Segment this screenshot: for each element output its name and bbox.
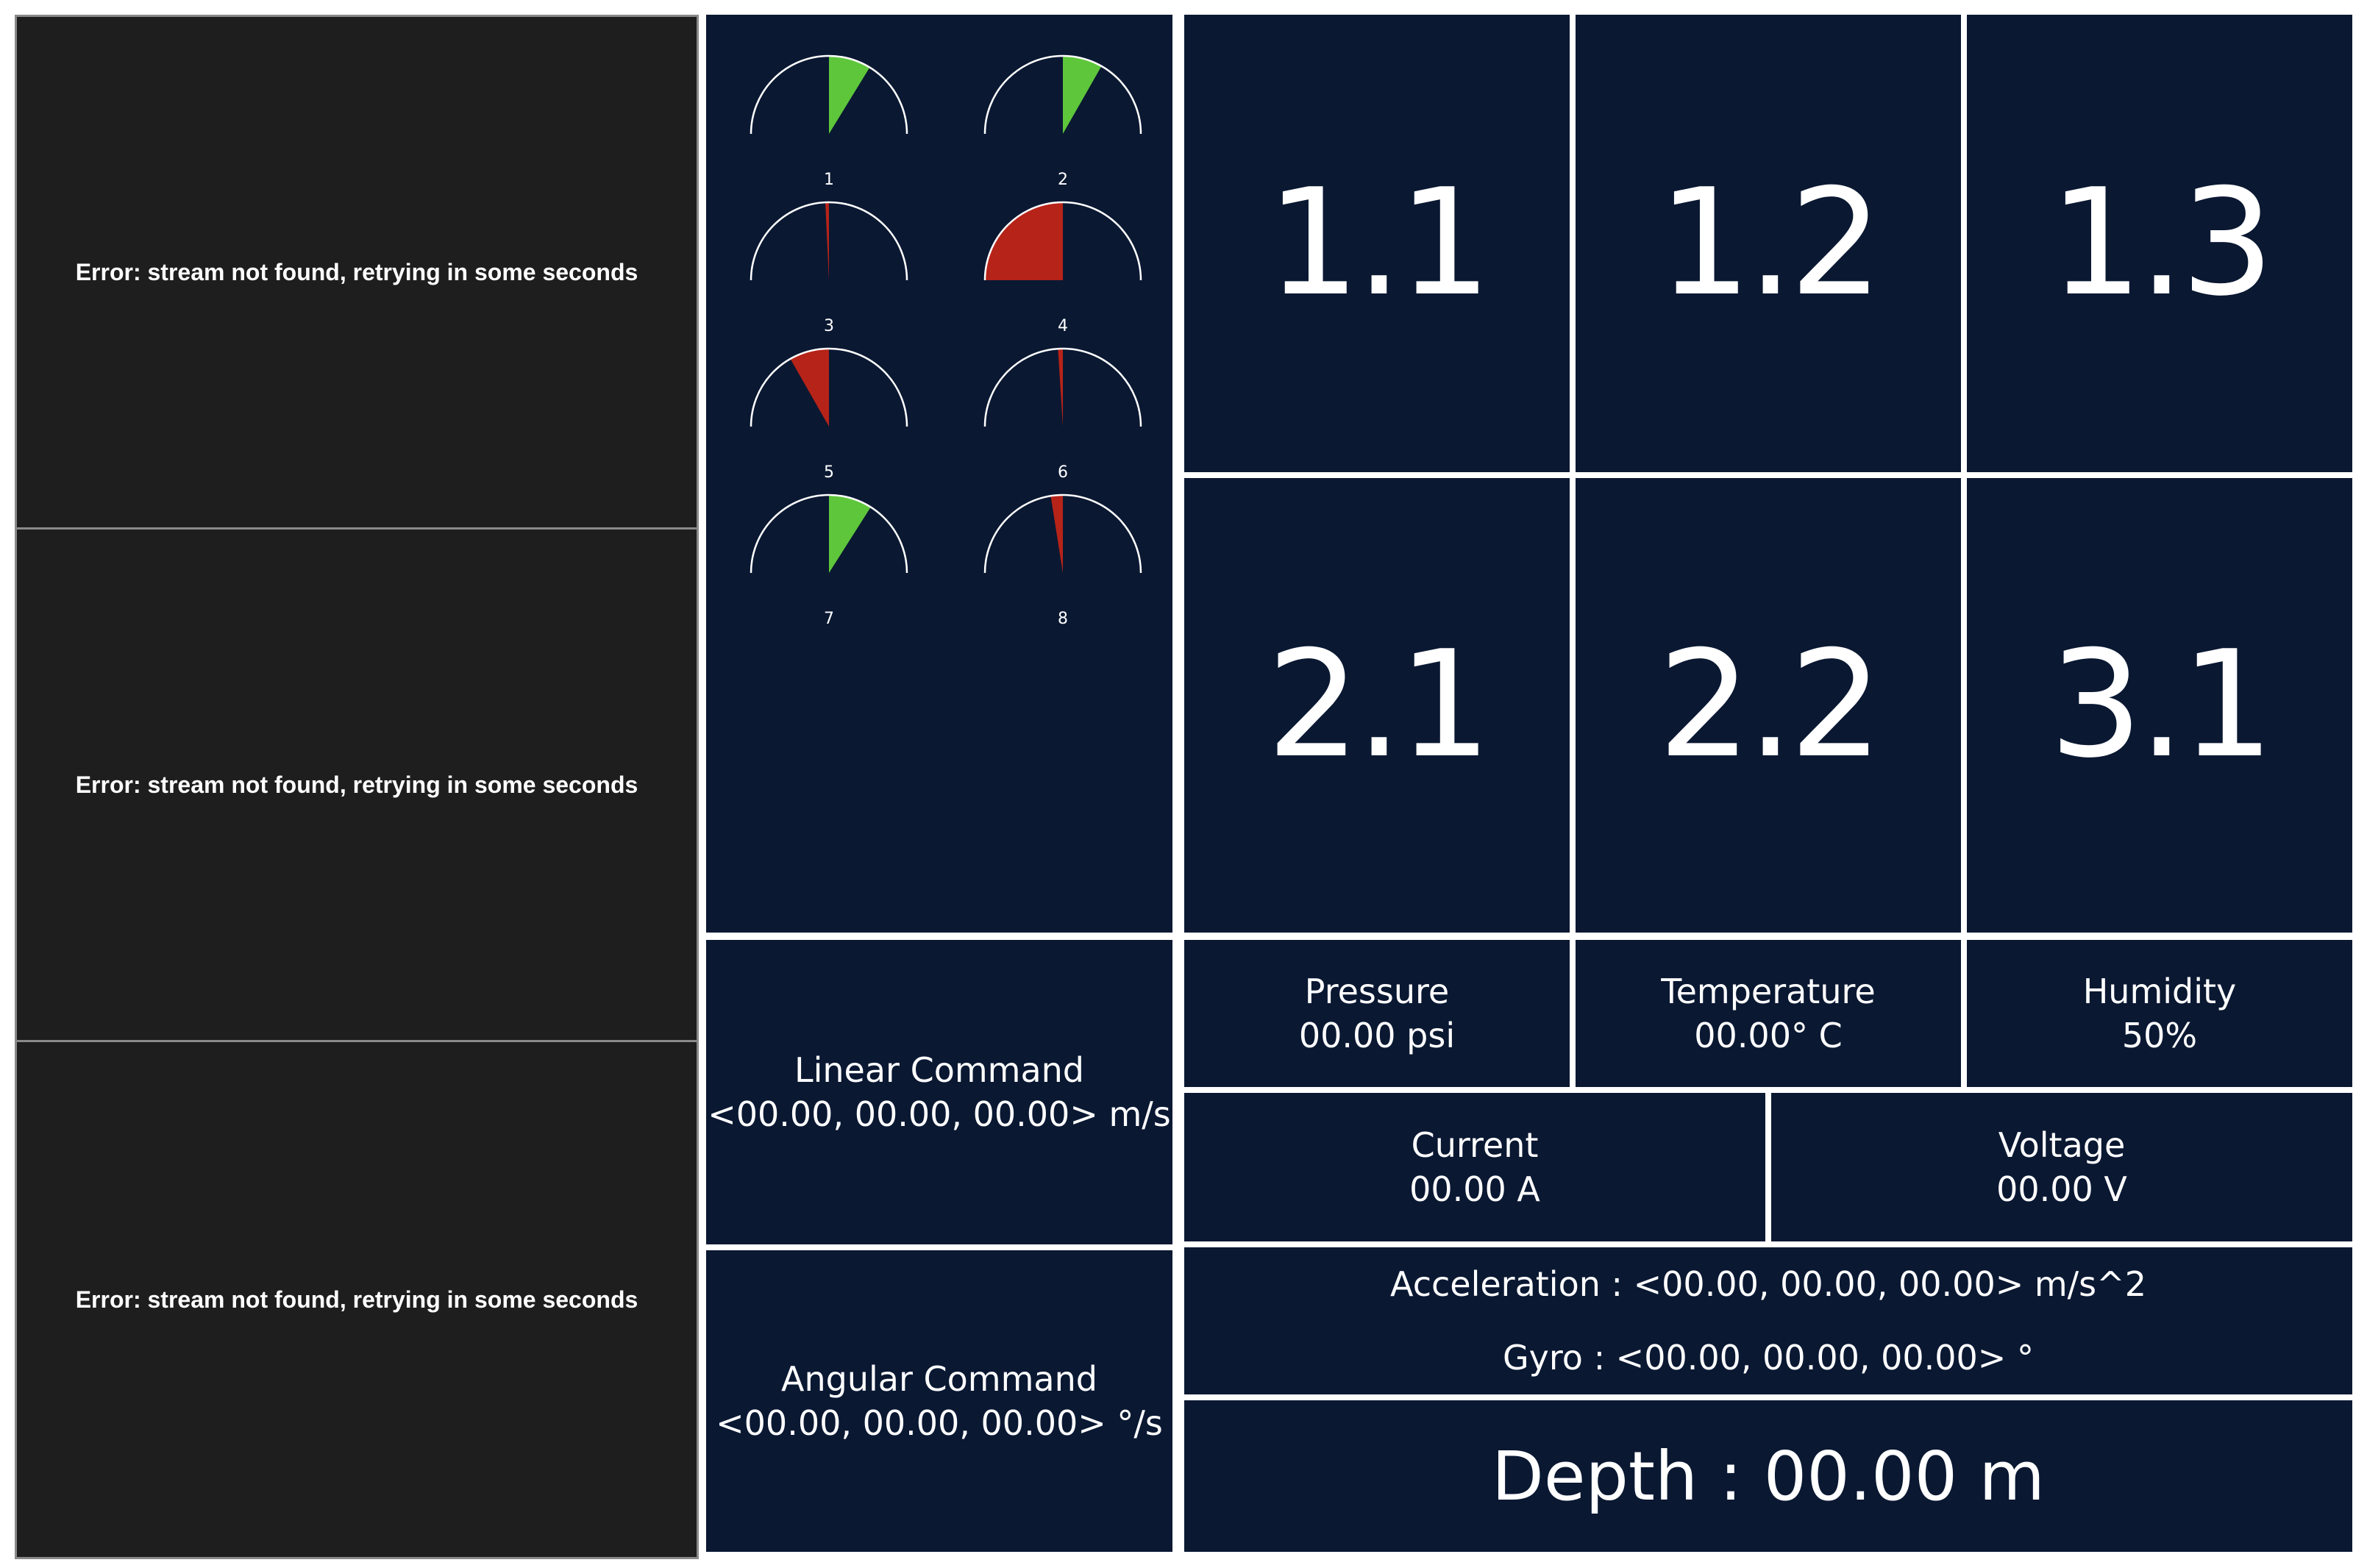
gauge-label: 8: [1058, 610, 1068, 628]
tile-value: 1.2: [1657, 157, 1883, 329]
gauge-dial: [983, 54, 1142, 135]
gauge-label: 2: [1058, 171, 1068, 189]
gauge-7: 7: [744, 492, 914, 628]
gauge-fill: [790, 349, 829, 427]
tile-value: 1.3: [2049, 157, 2274, 329]
gauge-fill: [985, 202, 1063, 280]
gauge-arc: [750, 54, 908, 135]
voltage-label: Voltage: [1998, 1125, 2126, 1165]
gauge-fill: [829, 495, 871, 573]
temperature-value: 00.00° C: [1694, 1016, 1843, 1055]
voltage-value: 00.00 V: [1996, 1169, 2127, 1209]
gauge-arc: [983, 54, 1142, 135]
depth-readout: Depth : 00.00 m: [1492, 1436, 2045, 1516]
value-tile-3-1: 3.1: [1967, 478, 2352, 933]
gauge-arc: [983, 201, 1142, 281]
current-label: Current: [1411, 1125, 1539, 1165]
gauge-arc: [750, 201, 908, 281]
video-feed-1: Error: stream not found, retrying in som…: [15, 15, 699, 530]
gauge-1: 1: [744, 53, 914, 189]
gauge-dial: [983, 347, 1142, 427]
gauge-dial: [750, 201, 908, 281]
gauge-label: 5: [824, 463, 834, 482]
angular-command-value: <00.00, 00.00, 00.00> °/s: [716, 1403, 1163, 1443]
gauge-4: 4: [978, 199, 1147, 335]
gauge-fill: [825, 202, 829, 280]
gauge-fill: [1058, 349, 1063, 427]
value-tile-1-2: 1.2: [1576, 15, 1961, 472]
depth-panel: Depth : 00.00 m: [1184, 1400, 2352, 1552]
tile-value: 1.1: [1266, 157, 1492, 329]
temperature-panel: Temperature 00.00° C: [1576, 940, 1961, 1087]
gauge-dial: [750, 347, 908, 427]
voltage-panel: Voltage 00.00 V: [1771, 1093, 2352, 1241]
angular-command-panel: Angular Command <00.00, 00.00, 00.00> °/…: [706, 1250, 1172, 1552]
stream-error-message: Error: stream not found, retrying in som…: [75, 771, 638, 798]
gauge-dial: [750, 54, 908, 135]
gauge-dial: [983, 201, 1142, 281]
temperature-label: Temperature: [1661, 972, 1876, 1011]
linear-command-panel: Linear Command <00.00, 00.00, 00.00> m/s: [706, 940, 1172, 1244]
pressure-value: 00.00 psi: [1298, 1016, 1456, 1055]
gauge-fill: [1050, 495, 1063, 573]
gauges-panel: 1 2 3 4 5 6 7 8: [706, 15, 1172, 933]
gauge-3: 3: [744, 199, 914, 335]
gauge-label: 4: [1058, 317, 1068, 335]
stream-error-message: Error: stream not found, retrying in som…: [75, 258, 638, 285]
video-feed-3: Error: stream not found, retrying in som…: [15, 1040, 699, 1559]
value-tile-2-2: 2.2: [1576, 478, 1961, 933]
gauge-8: 8: [978, 492, 1147, 628]
gauge-arc: [750, 493, 908, 574]
tile-value: 3.1: [2049, 619, 2274, 791]
current-panel: Current 00.00 A: [1184, 1093, 1765, 1241]
gauge-arc: [983, 493, 1142, 574]
gauge-fill: [1063, 56, 1102, 134]
gauge-label: 3: [824, 317, 834, 335]
linear-command-value: <00.00, 00.00, 00.00> m/s: [708, 1094, 1171, 1134]
gauge-6: 6: [978, 346, 1147, 482]
imu-panel: Acceleration : <00.00, 00.00, 00.00> m/s…: [1184, 1247, 2352, 1394]
value-tile-2-1: 2.1: [1184, 478, 1570, 933]
gauge-arc: [983, 347, 1142, 427]
gauge-arc: [750, 347, 908, 427]
angular-command-label: Angular Command: [781, 1359, 1097, 1399]
value-tile-1-3: 1.3: [1967, 15, 2352, 472]
gauge-dial: [983, 493, 1142, 574]
gauge-dial: [750, 493, 908, 574]
humidity-panel: Humidity 50%: [1967, 940, 2352, 1087]
gyro-readout: Gyro : <00.00, 00.00, 00.00> °: [1503, 1338, 2034, 1378]
pressure-label: Pressure: [1304, 972, 1450, 1011]
gauge-2: 2: [978, 53, 1147, 189]
gauge-label: 6: [1058, 463, 1068, 482]
gauge-label: 1: [824, 171, 834, 189]
pressure-panel: Pressure 00.00 psi: [1184, 940, 1570, 1087]
humidity-label: Humidity: [2082, 972, 2237, 1011]
video-feed-2: Error: stream not found, retrying in som…: [15, 527, 699, 1042]
acceleration-readout: Acceleration : <00.00, 00.00, 00.00> m/s…: [1390, 1264, 2146, 1304]
tile-value: 2.1: [1266, 619, 1492, 791]
stream-error-message: Error: stream not found, retrying in som…: [75, 1286, 638, 1313]
gauge-label: 7: [824, 610, 834, 628]
linear-command-label: Linear Command: [794, 1050, 1084, 1090]
humidity-value: 50%: [2121, 1016, 2198, 1055]
gauge-fill: [829, 56, 870, 134]
value-tile-1-1: 1.1: [1184, 15, 1570, 472]
current-value: 00.00 A: [1409, 1169, 1540, 1209]
gauge-5: 5: [744, 346, 914, 482]
tile-value: 2.2: [1657, 619, 1883, 791]
